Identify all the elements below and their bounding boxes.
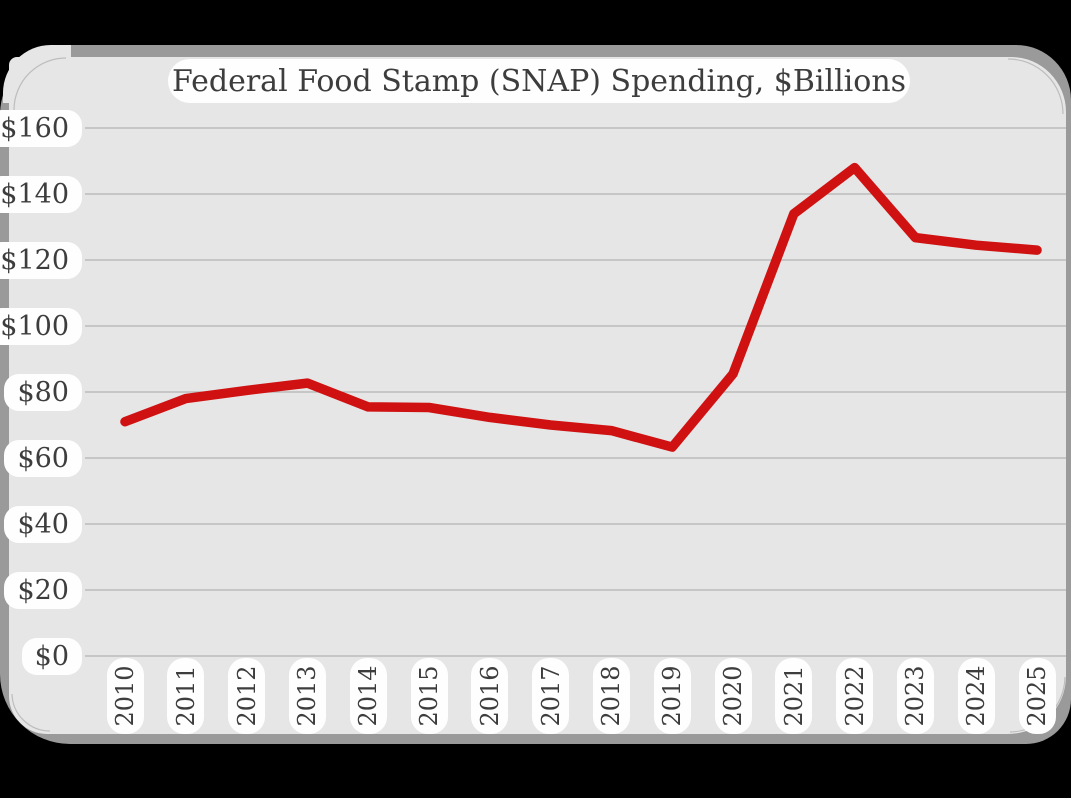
x-axis-label-text: 2010 bbox=[111, 665, 139, 727]
y-axis-label: $120 bbox=[0, 241, 82, 279]
x-axis-label: 2013 bbox=[288, 658, 326, 734]
x-axis-label: 2021 bbox=[775, 658, 813, 734]
x-axis-label-text: 2014 bbox=[354, 665, 383, 727]
y-axis-label: $140 bbox=[0, 175, 82, 213]
data-series bbox=[120, 162, 1042, 452]
x-axis-label: 2014 bbox=[349, 658, 387, 734]
y-axis-label: $80 bbox=[4, 373, 82, 411]
x-axis-label-text: 2018 bbox=[597, 665, 626, 727]
chart-title: Federal Food Stamp (SNAP) Spending, $Bil… bbox=[168, 59, 910, 103]
y-axis-label: $160 bbox=[0, 109, 82, 147]
x-axis-label: 2025 bbox=[1018, 658, 1056, 734]
x-axis-label: 2010 bbox=[106, 658, 144, 734]
y-axis-label: $40 bbox=[4, 505, 82, 543]
x-axis-label-text: 2024 bbox=[962, 665, 991, 727]
x-axis-label: 2023 bbox=[896, 658, 934, 734]
x-axis-label: 2012 bbox=[228, 658, 266, 734]
x-axis-label: 2015 bbox=[410, 658, 448, 734]
corner-arc-top-left bbox=[13, 57, 67, 111]
x-axis-label-text: 2015 bbox=[415, 665, 443, 727]
x-axis-label-text: 2016 bbox=[475, 665, 504, 727]
x-axis-label-text: 2012 bbox=[232, 665, 261, 727]
x-axis-label: 2017 bbox=[532, 658, 570, 734]
x-axis-label-text: 2025 bbox=[1023, 665, 1051, 727]
x-axis-label-text: 2022 bbox=[840, 665, 869, 727]
x-axis-label-text: 2019 bbox=[658, 665, 687, 727]
y-axis-label: $100 bbox=[0, 307, 82, 345]
x-axis-label-text: 2011 bbox=[171, 665, 200, 727]
corner-arc-top-right bbox=[1007, 58, 1064, 115]
x-axis-label: 2024 bbox=[957, 658, 995, 734]
y-axis-label: $20 bbox=[4, 571, 82, 609]
gridlines bbox=[85, 127, 1066, 657]
x-axis-label-text: 2023 bbox=[901, 665, 930, 727]
x-axis-label: 2020 bbox=[714, 658, 752, 734]
x-axis-label-text: 2013 bbox=[293, 665, 322, 727]
x-axis-label-text: 2021 bbox=[779, 665, 808, 727]
x-axis-label-text: 2020 bbox=[719, 665, 747, 727]
x-axis-label: 2016 bbox=[471, 658, 509, 734]
corner-arc-bottom-left bbox=[11, 693, 51, 732]
x-axis-label: 2022 bbox=[836, 658, 874, 734]
x-axis-label: 2018 bbox=[592, 658, 630, 734]
x-axis-label-text: 2017 bbox=[536, 665, 565, 727]
x-axis-label: 2019 bbox=[653, 658, 691, 734]
snap-spending-line bbox=[120, 162, 1042, 452]
y-axis-label: $60 bbox=[4, 439, 82, 477]
y-axis-label: $0 bbox=[21, 637, 82, 675]
x-axis-label: 2011 bbox=[167, 658, 205, 734]
